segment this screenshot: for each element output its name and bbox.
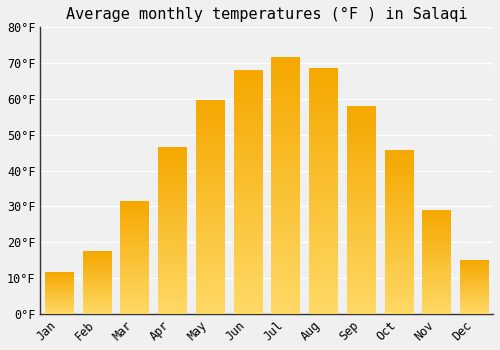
- Title: Average monthly temperatures (°F ) in Salaqi: Average monthly temperatures (°F ) in Sa…: [66, 7, 468, 22]
- Bar: [460, 260, 488, 314]
- Bar: [158, 147, 186, 314]
- Bar: [272, 58, 299, 314]
- Bar: [309, 69, 338, 314]
- Bar: [83, 251, 111, 314]
- Bar: [347, 106, 375, 314]
- Bar: [45, 273, 74, 314]
- Bar: [120, 201, 149, 314]
- Bar: [234, 70, 262, 314]
- Bar: [384, 151, 413, 314]
- Bar: [196, 101, 224, 314]
- Bar: [422, 210, 450, 314]
